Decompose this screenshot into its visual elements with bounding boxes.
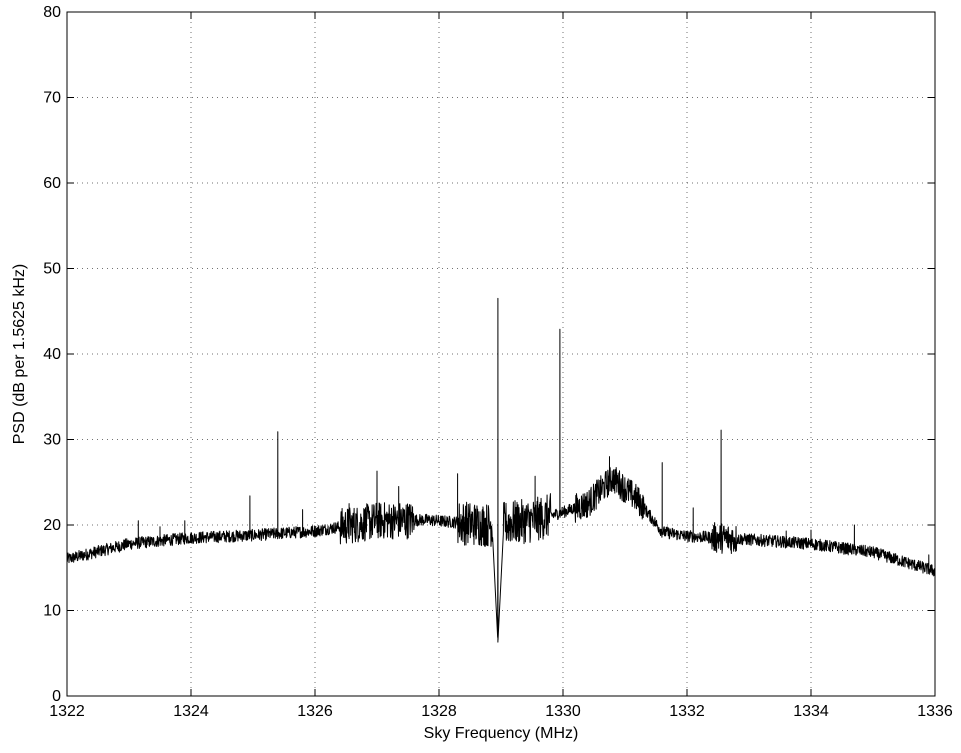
psd-series — [66, 297, 936, 643]
grid-lines — [67, 12, 935, 696]
psd-trace-line — [66, 297, 936, 643]
x-tick-labels: 1322 1324 1326 1328 1330 1332 1334 1336 — [49, 703, 953, 720]
x-tick-label: 1336 — [917, 703, 953, 720]
x-tick-label: 1330 — [545, 703, 581, 720]
y-tick-label: 80 — [43, 4, 61, 21]
axis-ticks — [66, 11, 936, 697]
y-tick-label: 20 — [43, 517, 61, 534]
x-tick-label: 1332 — [669, 703, 705, 720]
y-tick-label: 10 — [43, 603, 61, 620]
y-tick-label: 0 — [52, 688, 61, 705]
y-tick-label: 30 — [43, 432, 61, 449]
x-tick-label: 1334 — [793, 703, 829, 720]
x-tick-label: 1324 — [173, 703, 209, 720]
x-tick-label: 1326 — [297, 703, 333, 720]
y-tick-label: 40 — [43, 346, 61, 363]
y-tick-label: 70 — [43, 90, 61, 107]
y-tick-label: 60 — [43, 175, 61, 192]
y-tick-labels: 0 10 20 30 40 50 60 70 80 — [43, 4, 61, 705]
x-axis-label: Sky Frequency (MHz) — [424, 725, 579, 742]
x-tick-label: 1322 — [49, 703, 85, 720]
y-tick-label: 50 — [43, 261, 61, 278]
y-axis-label: PSD (dB per 1.5625 kHz) — [11, 264, 28, 445]
x-tick-label: 1328 — [421, 703, 457, 720]
